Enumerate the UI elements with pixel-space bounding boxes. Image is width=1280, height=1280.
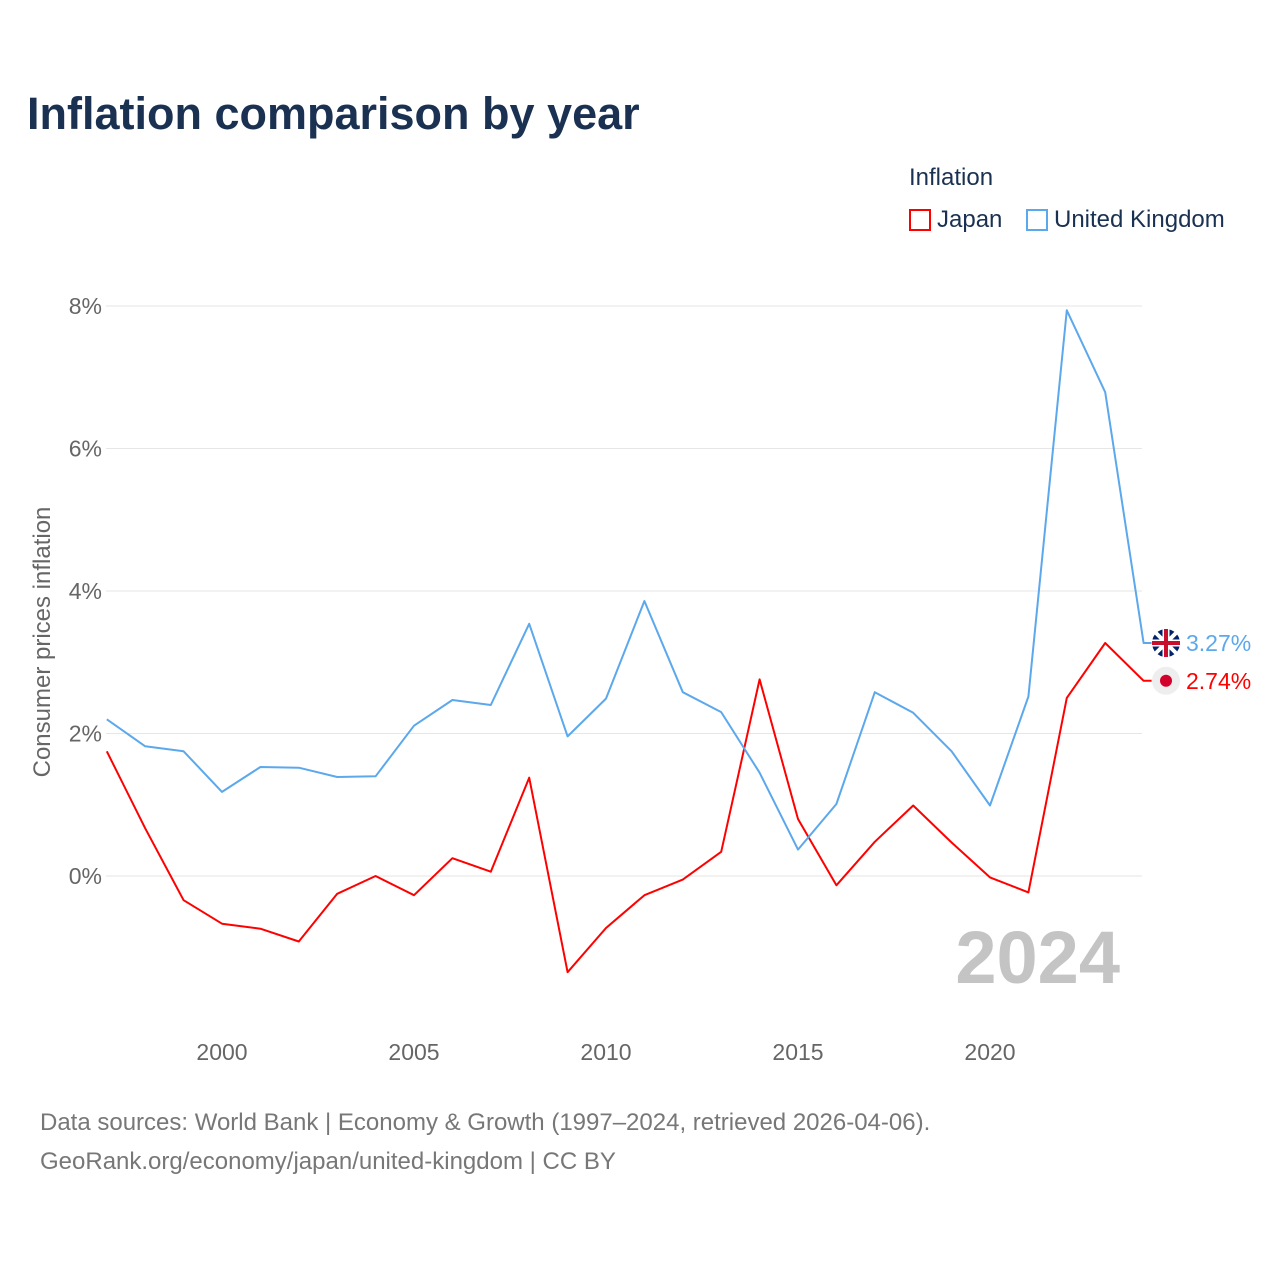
legend-item-uk[interactable]: United Kingdom (1026, 206, 1225, 234)
chart-title: Inflation comparison by year (27, 88, 640, 139)
end-label-uk: 3.27% (1186, 630, 1251, 656)
footer-link[interactable]: GeoRank.org/economy/japan/united-kingdom… (40, 1148, 616, 1175)
footer-sources: Data sources: World Bank | Economy & Gro… (40, 1109, 931, 1136)
uk-flag-icon (1152, 629, 1180, 658)
x-tick-label: 2015 (772, 1039, 823, 1065)
x-tick-label: 2000 (196, 1039, 247, 1065)
y-tick-label: 4% (69, 578, 102, 604)
year-watermark: 2024 (955, 916, 1120, 999)
y-axis-label: Consumer prices inflation (29, 507, 56, 778)
legend-swatch-uk (1026, 209, 1048, 231)
legend-label: United Kingdom (1054, 206, 1225, 233)
x-tick-label: 2010 (580, 1039, 631, 1065)
legend-item-japan[interactable]: Japan (909, 206, 1002, 234)
y-tick-label: 2% (69, 721, 102, 747)
series-line-japan (105, 642, 1152, 974)
legend-label: Japan (937, 206, 1003, 233)
x-tick-label: 2020 (964, 1039, 1015, 1065)
y-tick-label: 8% (69, 293, 102, 319)
end-label-japan: 2.74% (1186, 668, 1251, 694)
japan-flag-dot (1160, 674, 1172, 687)
legend-title: Inflation (909, 164, 994, 191)
y-tick-label: 0% (69, 863, 102, 889)
x-tick-label: 2005 (388, 1039, 439, 1065)
series-line-united-kingdom (106, 309, 1152, 851)
legend-swatch-japan (909, 209, 931, 231)
y-tick-label: 6% (69, 436, 102, 462)
